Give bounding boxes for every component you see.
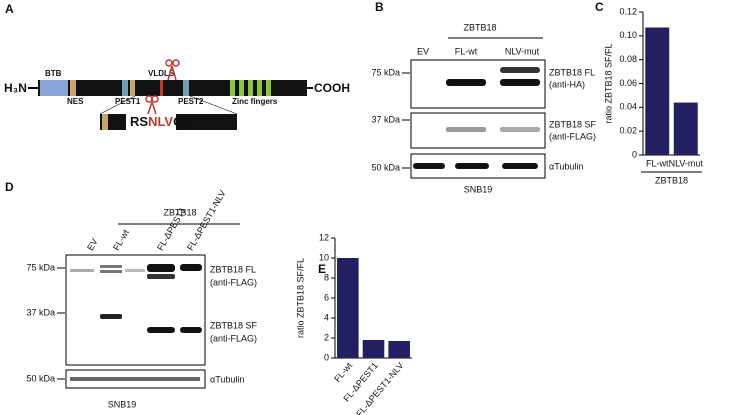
y-tick-label: 0.06 — [619, 78, 637, 88]
lane-label: EV — [417, 46, 429, 56]
motif: RSNLVQV — [130, 114, 192, 129]
marker-label: 37 kDa — [371, 114, 400, 124]
y-tick-label: 4 — [324, 312, 329, 322]
y-tick-label: 0.10 — [619, 30, 637, 40]
lane-label: FL-ΔPEST1-NLV — [185, 188, 228, 252]
bar — [337, 258, 359, 358]
c-terminus: COOH — [314, 81, 350, 95]
panel-label: B — [375, 0, 384, 14]
y-tick-label: 0.02 — [619, 126, 637, 136]
y-tick-label: 8 — [324, 272, 329, 282]
y-axis-label: ratio ZBTB18 SF/FL — [295, 258, 305, 338]
y-tick-label: 6 — [324, 292, 329, 302]
cell-line: SNB19 — [108, 399, 137, 409]
y-tick-label: 0 — [632, 149, 637, 159]
panel-label: C — [595, 0, 604, 14]
panel-label: E — [318, 262, 326, 276]
x-tick-label: FL-wt — [646, 158, 669, 168]
band-label: (anti-FLAG) — [210, 333, 257, 343]
bar — [362, 340, 385, 358]
domain-label: Zinc fingers — [232, 97, 278, 106]
y-tick-label: 12 — [319, 232, 329, 242]
bar — [388, 341, 410, 358]
y-tick-label: 0.04 — [619, 102, 637, 112]
domain-label: PEST2 — [178, 97, 204, 106]
y-tick-label: 0.08 — [619, 54, 637, 64]
western-blot: ZBTB18 EV FL-wt FL-ΔPEST1 FL-ΔPEST1-NLV … — [26, 188, 257, 409]
western-blot: ZBTB18 EV FL-wt NLV-mut 75 kDa 37 kDa 50… — [371, 22, 596, 194]
marker-label: 50 kDa — [26, 373, 55, 383]
protein-diagram: H₃N COOH BTB NES PEST1 VLDLS PEST2 Zinc … — [4, 59, 350, 130]
y-tick-label: 2 — [324, 332, 329, 342]
band-label: αTubulin — [210, 374, 244, 384]
bar — [673, 102, 698, 155]
motif-part: RS — [130, 114, 148, 129]
lane-label: FL-wt — [111, 227, 131, 252]
group-label: ZBTB18 — [463, 22, 496, 32]
band-label: ZBTB18 SF — [210, 320, 258, 330]
y-tick-label: 0.12 — [619, 6, 637, 16]
bar — [645, 27, 670, 155]
group-label: ZBTB18 — [163, 207, 196, 217]
lane-label: FL-wt — [455, 46, 478, 56]
lane-label: NLV-mut — [505, 46, 540, 56]
y-tick-label: 10 — [319, 252, 329, 262]
y-axis-label: ratio ZBTB18 SF/FL — [603, 43, 613, 123]
x-tick-label: FL-wt — [332, 360, 354, 384]
panel-label: A — [5, 2, 14, 16]
panel-label: D — [5, 180, 14, 194]
marker-label: 75 kDa — [26, 262, 55, 272]
cell-line: SNB19 — [464, 184, 493, 194]
band-label: αTubulin — [549, 161, 583, 171]
marker-label: 75 kDa — [371, 67, 400, 77]
n-terminus: H₃N — [4, 81, 27, 95]
x-axis-label: ZBTB18 — [655, 175, 688, 185]
y-tick-label: 0 — [324, 352, 329, 362]
domain-label: BTB — [45, 69, 62, 78]
domain-label: NES — [67, 97, 84, 106]
motif-part: QV — [173, 114, 192, 129]
band-label: (anti-FLAG) — [549, 131, 596, 141]
band-label: ZBTB18 FL — [549, 67, 595, 77]
band-label: ZBTB18 FL — [210, 264, 256, 274]
domain-label: PEST1 — [115, 97, 141, 106]
band-label: (anti-HA) — [549, 79, 585, 89]
band-label: (anti-FLAG) — [210, 277, 257, 287]
domain-label: VLDLS — [148, 69, 175, 78]
marker-label: 37 kDa — [26, 307, 55, 317]
marker-label: 50 kDa — [371, 162, 400, 172]
motif-part: NLV — [148, 114, 173, 129]
x-tick-label: NLV-mut — [669, 158, 704, 168]
lane-label: EV — [85, 237, 100, 252]
band-label: ZBTB18 SF — [549, 119, 597, 129]
